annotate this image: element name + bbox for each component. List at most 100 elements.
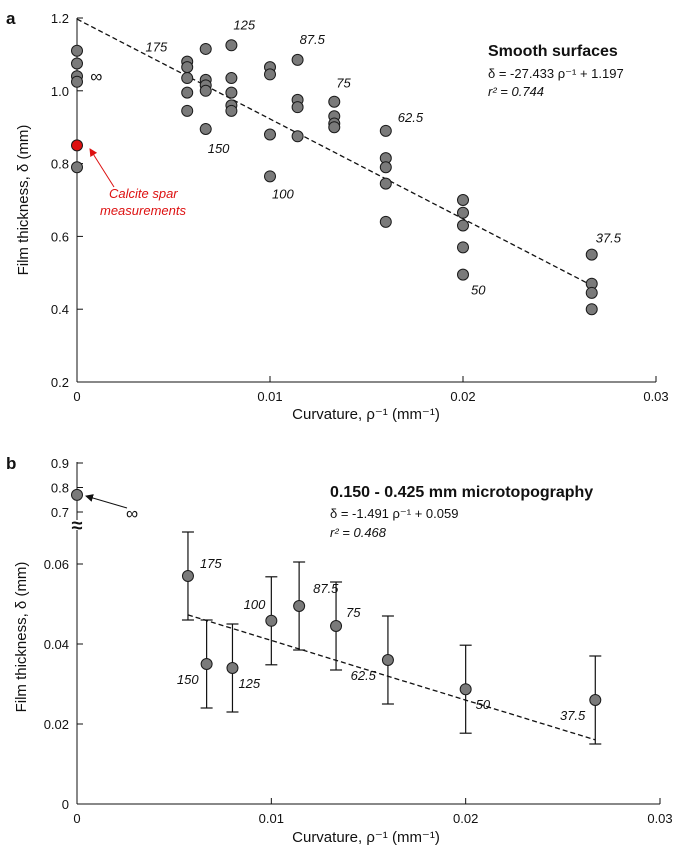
point-label: 87.5	[300, 32, 326, 47]
panel-b-points: 175 150 125 100 87.5 75 62.5 50 37.5	[71, 488, 602, 745]
data-point	[264, 128, 276, 141]
data-point	[265, 614, 278, 627]
point-label: 150	[208, 141, 230, 156]
data-point	[457, 194, 469, 206]
point-label: 37.5	[560, 708, 586, 723]
data-point	[457, 219, 469, 232]
data-point	[585, 248, 598, 261]
panel-a-y-axis-title: Film thickness, δ (mm)	[15, 125, 32, 276]
panel-a-x-ticks: 0 0.01 0.02 0.03	[73, 376, 669, 404]
y-tick-label: 0.6	[51, 229, 69, 244]
data-point	[585, 303, 598, 316]
panel-a-x-axis-title: Curvature, ρ⁻¹ (mm⁻¹)	[292, 406, 440, 423]
data-point	[181, 61, 194, 74]
panel-b-fit-line-group	[187, 614, 596, 741]
data-point	[379, 161, 392, 174]
point-label: 175	[200, 556, 222, 571]
panel-a-fit-line-group	[76, 18, 593, 287]
data-point	[328, 95, 341, 108]
data-point	[589, 694, 602, 706]
data-point	[225, 39, 238, 52]
x-tick-label: 0.01	[257, 389, 282, 404]
y-tick-label: 1.2	[51, 11, 69, 26]
y-tick-label: 0.2	[51, 375, 69, 390]
data-point	[200, 658, 213, 670]
data-point	[181, 104, 194, 117]
panel-b-title: 0.150 - 0.425 mm microtopography	[330, 484, 593, 501]
calcite-arrow	[89, 148, 115, 188]
data-point	[264, 170, 276, 183]
infinity-label: ∞	[126, 504, 138, 523]
data-point	[225, 72, 238, 85]
data-point	[225, 104, 238, 117]
fit-line	[76, 18, 593, 287]
calcite-spar-point	[71, 139, 83, 152]
point-label: 87.5	[313, 581, 339, 596]
data-point	[291, 53, 304, 66]
y-tick-label: 0.4	[51, 302, 69, 317]
panel-b-label: b	[6, 454, 16, 473]
panel-a-points	[71, 39, 598, 316]
x-tick-label: 0.03	[643, 389, 668, 404]
panel-b-equation: δ = -1.491 ρ⁻¹ + 0.059	[330, 506, 458, 521]
data-point	[225, 86, 238, 99]
panel-a-point-labels: 175 125 87.5 75 62.5 150 100 50 37.5 ∞	[90, 17, 622, 297]
point-label: 150	[177, 672, 199, 687]
point-label: 100	[272, 186, 294, 201]
data-point	[264, 68, 276, 81]
y-tick-label: 1.0	[51, 84, 69, 99]
point-label: 100	[244, 597, 266, 612]
data-point	[379, 177, 392, 190]
infinity-data-point	[71, 488, 83, 501]
data-point	[381, 654, 394, 666]
data-point	[459, 683, 472, 696]
panel-a: a 0 0.01 0.02 0.03 0.2 0.4 0.6 0.8 1.0 1.2 Curva…	[6, 9, 669, 423]
y-tick-label: 0	[62, 797, 69, 812]
data-point	[71, 161, 83, 174]
data-point	[199, 84, 212, 97]
fit-line	[187, 614, 596, 741]
point-label: 37.5	[596, 231, 622, 246]
data-point	[181, 570, 194, 582]
x-tick-label: 0	[73, 389, 80, 404]
panel-b: b ≈ 0 0.01 0.02 0.03 00.020.040.06 0.70.80.…	[6, 454, 673, 846]
data-point	[293, 600, 306, 612]
point-label: 175	[145, 40, 167, 55]
point-label: 62.5	[398, 110, 424, 125]
data-point	[457, 241, 469, 254]
panel-b-upper-y-ticks: 0.7 0.8 0.9	[51, 456, 83, 520]
upper-y-tick-label: 0.8	[51, 481, 69, 496]
x-tick-label: 0.01	[259, 811, 284, 826]
point-label: ∞	[90, 67, 102, 86]
panel-a-label: a	[6, 9, 16, 28]
data-point	[71, 57, 83, 70]
panel-b-x-axis-title: Curvature, ρ⁻¹ (mm⁻¹)	[292, 829, 440, 846]
infinity-arrow	[85, 494, 128, 509]
panel-a-r-squared: r² = 0.744	[488, 84, 544, 99]
y-tick-label: 0.04	[44, 637, 69, 652]
panel-a-y-ticks: 0.2 0.4 0.6 0.8 1.0 1.2	[51, 11, 83, 390]
point-label: 50	[476, 697, 491, 712]
calcite-note-line-2: measurements	[100, 203, 186, 218]
data-point	[199, 42, 212, 55]
panel-b-x-ticks: 0 0.01 0.02 0.03	[73, 798, 673, 826]
data-point	[71, 44, 83, 57]
data-point	[457, 206, 469, 219]
x-tick-label: 0.02	[450, 389, 475, 404]
data-point	[330, 620, 343, 632]
data-point	[585, 286, 598, 299]
point-label: 62.5	[351, 668, 377, 683]
data-point	[181, 86, 194, 99]
point-label: 50	[471, 283, 486, 298]
calcite-note-line-1: Calcite spar	[109, 186, 178, 201]
data-point	[328, 121, 341, 134]
panel-a-title: Smooth surfaces	[488, 43, 618, 60]
panel-b-y-ticks: 0 0.02 0.04 0.06	[44, 557, 83, 812]
upper-y-tick-label: 0.9	[51, 456, 69, 471]
panel-a-equation: δ = -27.433 ρ⁻¹ + 1.197	[488, 66, 624, 81]
upper-y-tick-label: 0.7	[51, 505, 69, 520]
data-point	[457, 268, 469, 281]
axis-break-symbol: ≈	[72, 515, 83, 537]
x-tick-label: 0.02	[453, 811, 478, 826]
data-point	[71, 75, 83, 88]
